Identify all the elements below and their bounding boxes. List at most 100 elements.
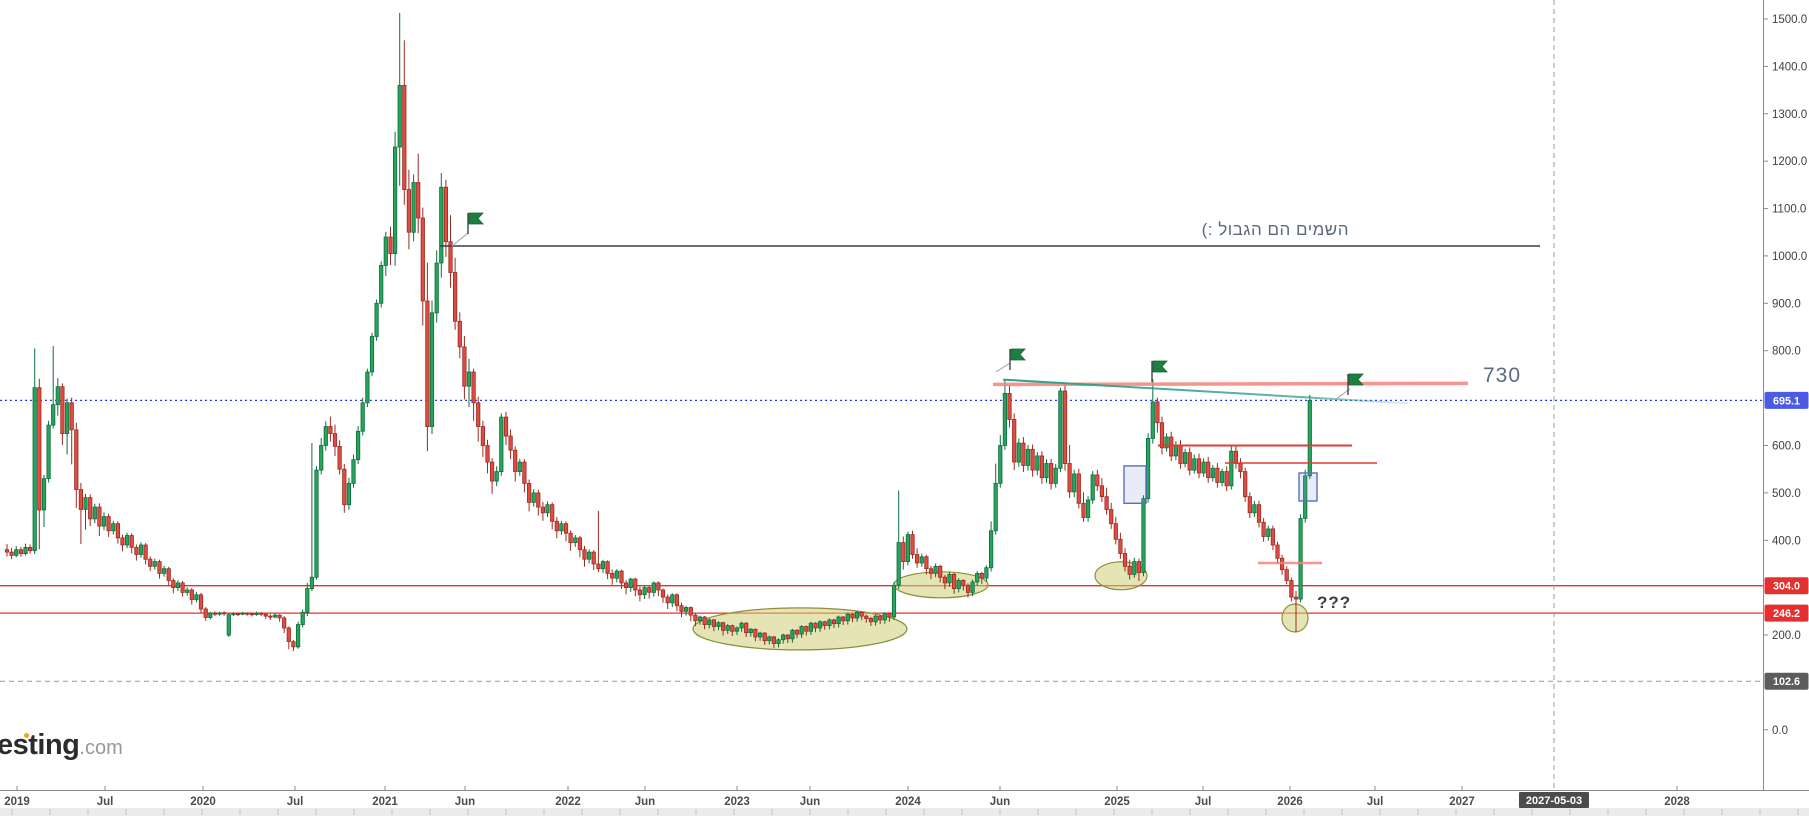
candle-body — [855, 611, 860, 619]
candle-body — [527, 482, 532, 503]
candle-body — [231, 613, 236, 616]
flag-pointer-line — [451, 232, 469, 247]
candle-body — [351, 459, 356, 484]
candle-body — [1127, 565, 1132, 575]
candle-body — [245, 612, 250, 615]
candle-body — [360, 402, 365, 432]
candle-body — [1266, 528, 1271, 537]
flag-icon — [1152, 360, 1168, 373]
candle-body — [69, 402, 74, 431]
candle-body — [836, 616, 841, 624]
flag-2026[interactable] — [1347, 373, 1364, 395]
candle-body — [822, 621, 827, 626]
candle-body — [1307, 399, 1312, 477]
flag-2021[interactable] — [467, 212, 484, 234]
candle-body — [383, 236, 388, 266]
candle-body — [457, 320, 462, 348]
sky-limit-note[interactable]: השמים הם הגבול :) — [1201, 220, 1349, 239]
breakout-box-2[interactable] — [1298, 472, 1318, 502]
candle-body — [83, 497, 88, 510]
candle-body — [1025, 448, 1031, 466]
candle-body — [14, 549, 19, 556]
candle-body — [282, 617, 287, 629]
candle-body — [776, 639, 781, 644]
candle-body — [600, 561, 606, 570]
candle-body — [27, 547, 33, 552]
candle-body — [813, 622, 818, 629]
price-badge-last-price — [1764, 391, 1809, 409]
candle-body — [92, 506, 97, 520]
candle-body — [998, 445, 1003, 484]
candle-body — [1007, 392, 1012, 420]
candle-body — [46, 424, 51, 480]
candle-body — [674, 594, 680, 607]
price-badge-label: 102.6 — [1773, 676, 1800, 688]
candle-body — [933, 565, 938, 574]
time-tick-label: Jul — [287, 796, 304, 808]
candle-body — [711, 619, 717, 627]
candle-body — [466, 371, 472, 387]
candle-body — [111, 523, 116, 532]
flag-2024[interactable] — [1009, 348, 1026, 370]
candle-body — [554, 520, 559, 532]
candle-body — [1210, 467, 1215, 479]
time-tick-label: Jun — [800, 796, 820, 808]
candle-body — [1247, 496, 1252, 514]
candle-body — [443, 186, 449, 243]
candle-body — [235, 613, 241, 616]
candle-body — [32, 387, 37, 552]
question-marks-note[interactable]: ??? — [1317, 593, 1352, 612]
breakout-box-1[interactable] — [1123, 465, 1147, 504]
candle-body — [1090, 474, 1095, 501]
candle-body — [591, 551, 596, 565]
candle-body — [388, 236, 393, 255]
time-tick-label: 2025 — [1104, 796, 1130, 808]
candle-body — [1178, 445, 1183, 464]
candle-body — [716, 622, 721, 627]
candle-body — [910, 534, 915, 555]
candle-body — [642, 587, 647, 596]
flag-2025[interactable] — [1151, 360, 1168, 382]
candle-body — [818, 621, 823, 629]
candle-body — [1044, 463, 1049, 479]
descending-trendline[interactable] — [1002, 378, 1409, 405]
candle-body — [1183, 452, 1188, 464]
candle-body — [915, 554, 920, 564]
candle-body — [1229, 450, 1234, 487]
candle-body — [1243, 471, 1248, 498]
candle-body — [268, 615, 273, 618]
candle-body — [730, 625, 735, 632]
candle-body — [619, 570, 624, 584]
candle-body — [536, 492, 541, 508]
candle-body — [568, 532, 573, 544]
candle-body — [975, 573, 980, 583]
candle-body — [185, 589, 190, 593]
candle-body — [1164, 436, 1169, 449]
candle-body — [1058, 390, 1063, 469]
candle-body — [305, 588, 310, 613]
candle-body — [748, 628, 753, 633]
price-axis[interactable]: 1500.0 1400.0 1300.0 1200.0 1100.0 1000.0 900.… — [1763, 14, 1809, 737]
candle-body — [286, 627, 291, 643]
candle-body — [545, 504, 550, 514]
price-730-label[interactable]: 730 — [1483, 364, 1522, 387]
candle-body — [300, 611, 305, 625]
bottom-circle-2026[interactable] — [1281, 603, 1309, 633]
scrollbar-strip[interactable] — [0, 808, 1809, 816]
time-axis[interactable]: 2019 Jul 2020 Jul 2021 Jun 2022 Jun 2023 Jun 2024 J… — [4, 786, 1690, 808]
candle-body — [138, 544, 144, 555]
candle-body — [878, 615, 883, 621]
candle-body — [508, 435, 513, 451]
candle-body — [961, 580, 966, 586]
candle-body — [249, 613, 254, 616]
time-tick-label: Jun — [990, 796, 1010, 808]
candle-body — [831, 619, 837, 625]
candles-layer — [4, 12, 1312, 652]
candle-body — [868, 618, 874, 623]
candle-body — [808, 622, 814, 632]
candle-body — [221, 612, 227, 615]
candle-body — [55, 386, 60, 406]
candle-body — [1086, 499, 1091, 518]
